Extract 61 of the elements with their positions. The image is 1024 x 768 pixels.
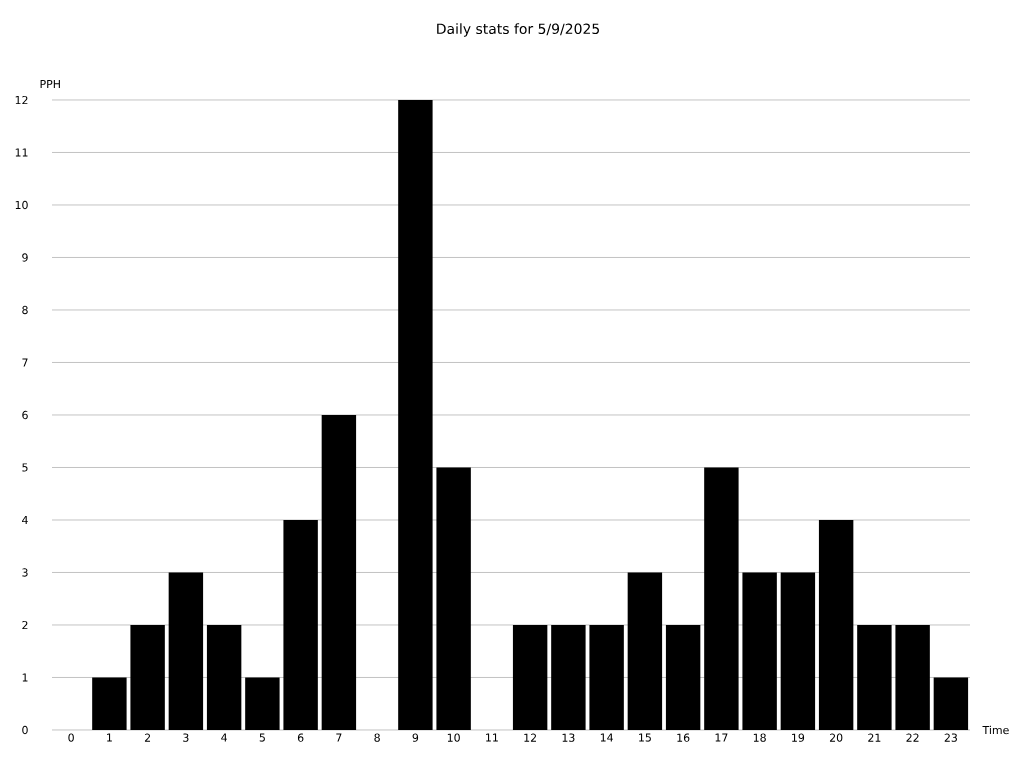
bar [321, 414, 357, 730]
bar [589, 624, 624, 730]
bar [895, 624, 930, 730]
x-tick-label: 23 [944, 733, 957, 742]
y-tick-label: 10 [15, 200, 28, 210]
x-tick-label: 21 [868, 733, 881, 742]
y-tick-label: 7 [22, 358, 28, 367]
y-tick-label: 12 [15, 95, 28, 105]
y-tick-label: 6 [22, 410, 28, 420]
x-tick-label: 14 [600, 733, 613, 742]
x-axis-title: Time [982, 725, 1009, 735]
x-tick-label: 8 [374, 733, 380, 742]
x-tick-label: 17 [715, 733, 728, 742]
bar [512, 624, 548, 730]
bar [130, 624, 165, 730]
x-tick-label: 7 [336, 733, 342, 742]
x-tick-label: 4 [221, 733, 228, 742]
chart-title: Daily stats for 5/9/2025 [437, 23, 599, 37]
x-tick-label: 18 [753, 733, 766, 742]
x-tick-label: 19 [792, 733, 805, 742]
x-tick-label: 13 [562, 733, 575, 742]
bar [780, 572, 816, 730]
x-tick-label: 1 [107, 733, 112, 742]
x-tick-label: 2 [144, 733, 151, 742]
y-tick-label: 8 [22, 305, 28, 315]
bar [857, 624, 892, 730]
bar [818, 519, 854, 730]
bar [742, 572, 777, 730]
bar [245, 677, 280, 730]
x-tick-label: 16 [677, 733, 690, 742]
y-tick-label: 5 [22, 463, 28, 472]
x-tick-label: 3 [183, 733, 189, 742]
x-tick-label: 9 [412, 733, 419, 742]
x-tick-label: 11 [486, 733, 498, 742]
x-tick-label: 10 [447, 733, 460, 742]
y-tick-label: 9 [22, 253, 28, 262]
bar [665, 624, 701, 730]
x-tick-label: 6 [297, 733, 304, 742]
y-axis-title: PPH [40, 80, 60, 88]
bar [168, 572, 204, 730]
x-tick-label: 22 [906, 733, 919, 742]
x-tick-label: 20 [829, 733, 843, 742]
y-tick-label: 0 [22, 725, 28, 735]
bar [933, 677, 969, 730]
y-tick-label: 11 [15, 148, 28, 157]
bar [398, 99, 433, 730]
bar [283, 519, 318, 730]
bar [206, 624, 242, 730]
bar [627, 572, 663, 730]
y-tick-label: 3 [22, 568, 28, 577]
y-tick-label: 4 [22, 515, 28, 524]
y-tick-label: 2 [22, 620, 28, 630]
x-tick-label: 0 [68, 733, 74, 742]
bar [551, 624, 586, 730]
x-tick-label: 5 [259, 733, 265, 742]
bar [92, 677, 127, 730]
bar [704, 467, 739, 730]
x-tick-label: 15 [639, 733, 651, 742]
y-tick-label: 1 [22, 673, 28, 682]
bar [436, 467, 471, 730]
x-tick-label: 12 [524, 733, 537, 742]
